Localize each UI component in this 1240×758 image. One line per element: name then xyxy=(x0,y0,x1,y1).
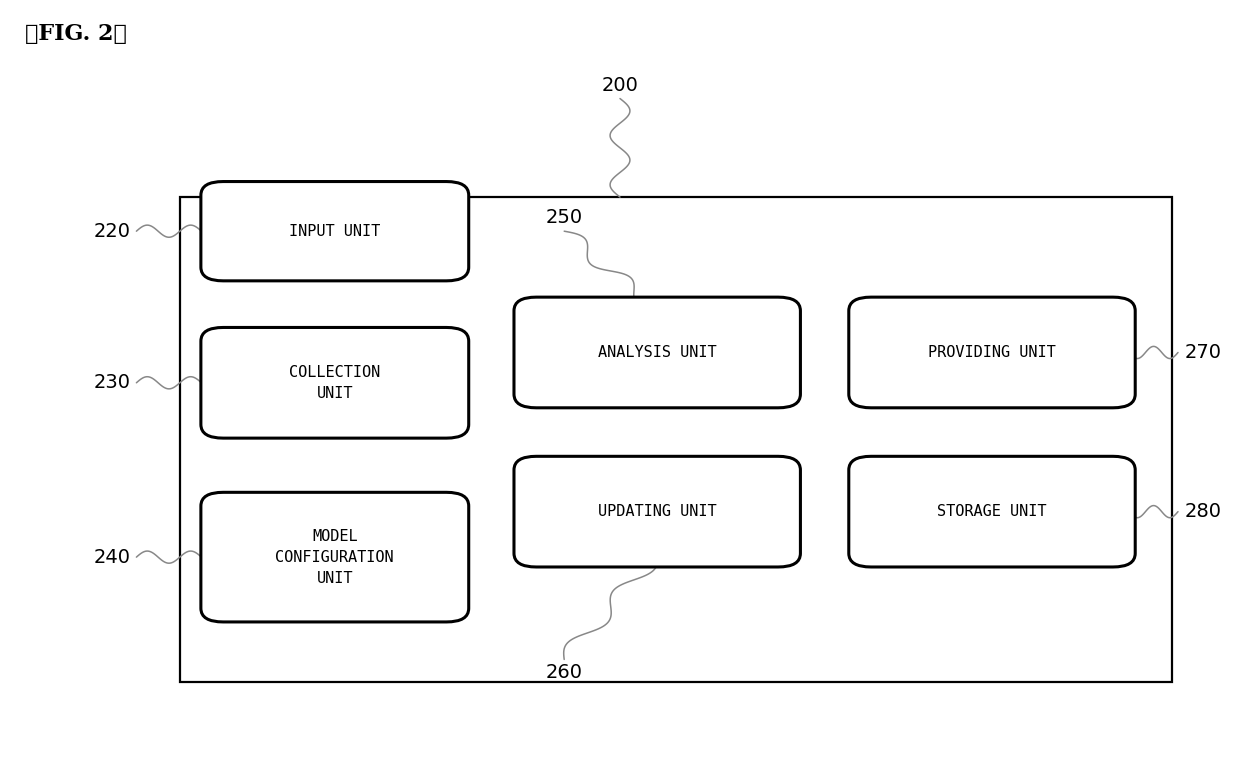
FancyBboxPatch shape xyxy=(201,493,469,622)
FancyBboxPatch shape xyxy=(515,297,801,408)
Text: 【FIG. 2】: 【FIG. 2】 xyxy=(25,23,126,45)
FancyBboxPatch shape xyxy=(515,456,801,567)
FancyBboxPatch shape xyxy=(848,297,1136,408)
FancyBboxPatch shape xyxy=(848,456,1136,567)
Text: 230: 230 xyxy=(93,373,130,393)
Text: MODEL
CONFIGURATION
UNIT: MODEL CONFIGURATION UNIT xyxy=(275,528,394,586)
Text: UPDATING UNIT: UPDATING UNIT xyxy=(598,504,717,519)
FancyBboxPatch shape xyxy=(201,327,469,438)
Text: COLLECTION
UNIT: COLLECTION UNIT xyxy=(289,365,381,401)
Text: 280: 280 xyxy=(1184,502,1221,522)
Text: 240: 240 xyxy=(93,547,130,567)
Bar xyxy=(180,197,1172,682)
Text: 220: 220 xyxy=(93,221,130,241)
Text: PROVIDING UNIT: PROVIDING UNIT xyxy=(928,345,1056,360)
Text: STORAGE UNIT: STORAGE UNIT xyxy=(937,504,1047,519)
Text: ANALYSIS UNIT: ANALYSIS UNIT xyxy=(598,345,717,360)
Text: 270: 270 xyxy=(1184,343,1221,362)
FancyBboxPatch shape xyxy=(201,182,469,281)
Text: INPUT UNIT: INPUT UNIT xyxy=(289,224,381,239)
Text: 250: 250 xyxy=(546,208,583,227)
Text: 260: 260 xyxy=(546,663,583,682)
Text: 200: 200 xyxy=(601,76,639,95)
